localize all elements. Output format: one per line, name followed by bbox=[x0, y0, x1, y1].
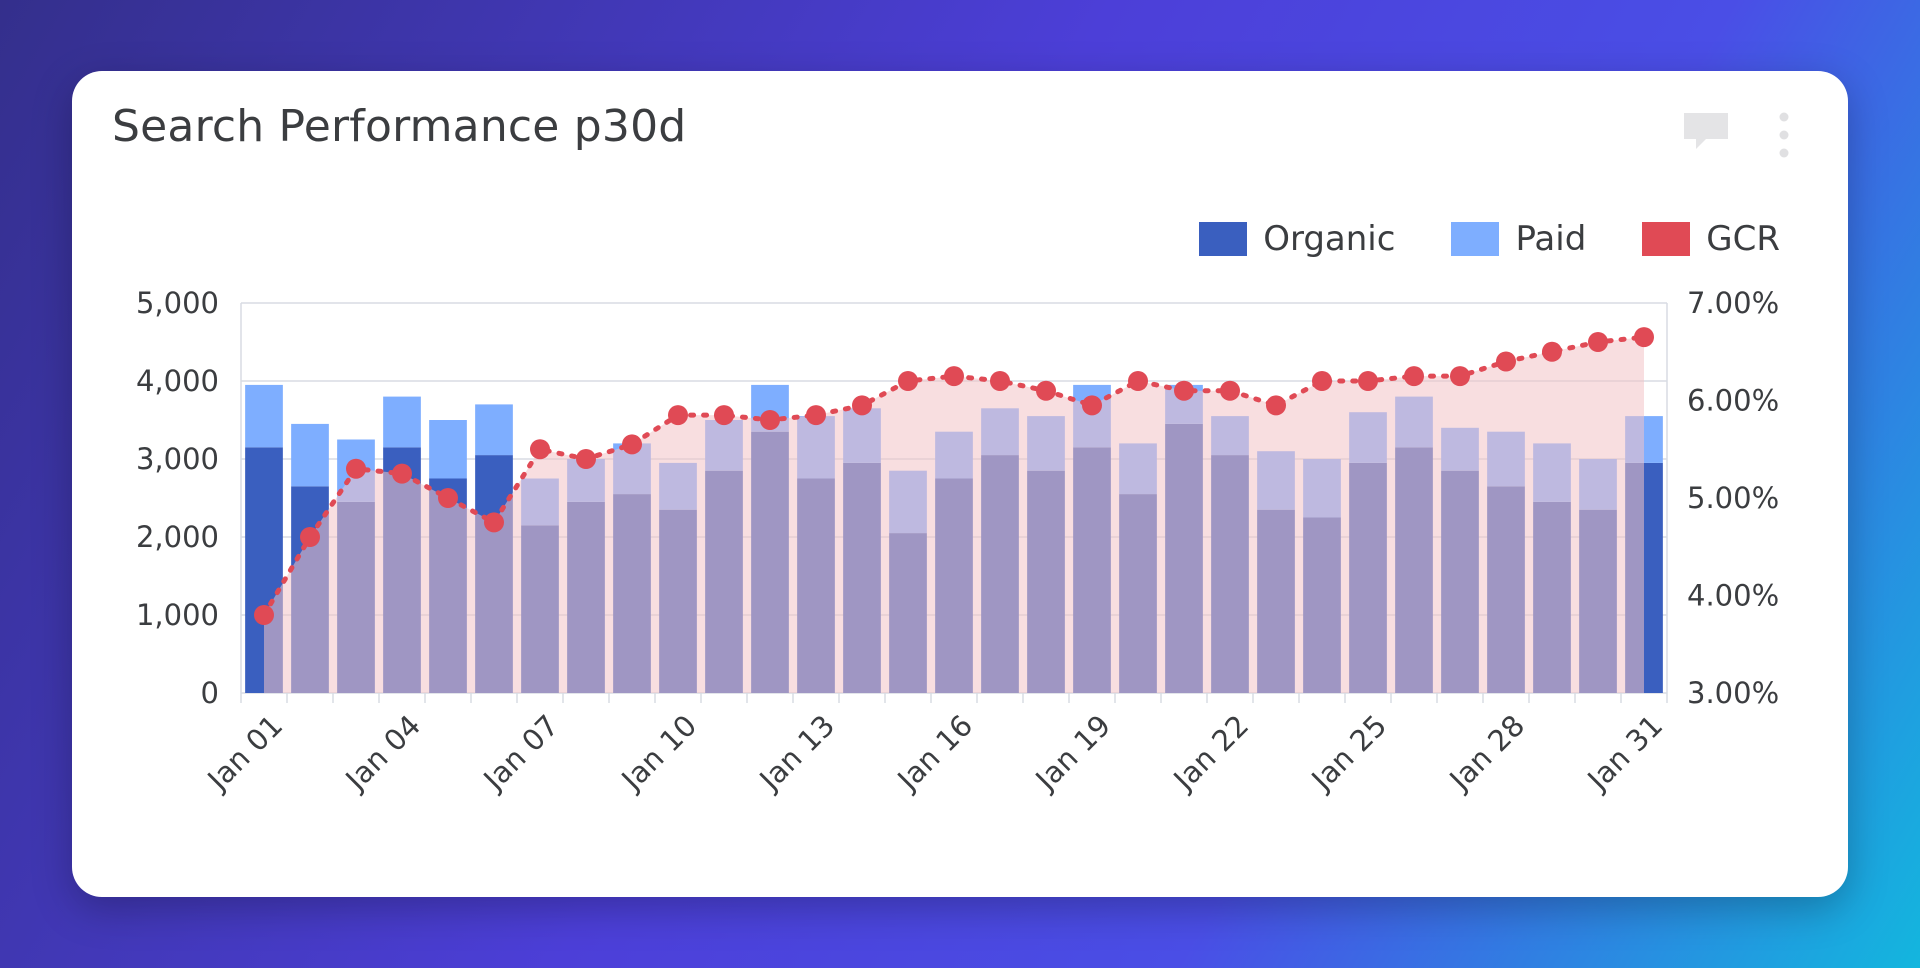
y-right-tick-label: 3.00% bbox=[1687, 676, 1779, 710]
gcr-point bbox=[1496, 351, 1516, 372]
y-left-tick-label: 5,000 bbox=[136, 286, 219, 320]
gcr-point bbox=[1450, 366, 1470, 387]
legend-item-gcr[interactable]: GCR bbox=[1642, 219, 1780, 259]
chart-plot: 0 1,000 2,000 3,000 4,000 5,000 3.00% 4.00% 5.00… bbox=[136, 286, 1779, 798]
x-tick-label: Jan 10 bbox=[614, 708, 704, 798]
gcr-area bbox=[264, 337, 1644, 693]
gcr-point bbox=[576, 449, 596, 469]
gcr-point bbox=[760, 410, 780, 430]
gcr-point bbox=[1634, 327, 1654, 348]
bar-paid bbox=[291, 423, 329, 487]
gcr-point bbox=[438, 488, 458, 508]
gcr-point bbox=[1266, 395, 1286, 416]
legend-item-paid[interactable]: Paid bbox=[1451, 219, 1586, 259]
gcr-point bbox=[1358, 371, 1378, 391]
gcr-point bbox=[1588, 332, 1608, 352]
x-tick-label: Jan 01 bbox=[200, 708, 290, 798]
gcr-point bbox=[1312, 371, 1332, 391]
legend-swatch-organic bbox=[1199, 222, 1248, 256]
legend-label-organic: Organic bbox=[1263, 219, 1396, 259]
bar-paid bbox=[383, 396, 421, 448]
gcr-point bbox=[254, 605, 274, 625]
gcr-point bbox=[1542, 341, 1562, 362]
x-tick-label: Jan 19 bbox=[1028, 708, 1118, 798]
x-tick-label: Jan 28 bbox=[1442, 708, 1532, 798]
gcr-point bbox=[300, 527, 320, 547]
gcr-point bbox=[1404, 366, 1424, 387]
gcr-point bbox=[622, 434, 642, 455]
x-tick-label: Jan 04 bbox=[338, 708, 428, 798]
bar-paid bbox=[245, 384, 283, 448]
gcr-point bbox=[714, 405, 734, 426]
x-tick-label: Jan 13 bbox=[752, 708, 842, 798]
bar-paid bbox=[475, 404, 513, 456]
gcr-point bbox=[392, 463, 412, 484]
gcr-point bbox=[668, 405, 688, 426]
y-left-tick-label: 3,000 bbox=[136, 442, 219, 476]
y-left-tick-label: 2,000 bbox=[136, 520, 219, 554]
gcr-point bbox=[990, 371, 1010, 391]
legend-swatch-gcr bbox=[1642, 222, 1691, 256]
y-right-tick-label: 6.00% bbox=[1687, 384, 1779, 418]
x-tick-label: Jan 25 bbox=[1304, 708, 1394, 798]
gcr-point bbox=[898, 371, 918, 391]
legend-label-paid: Paid bbox=[1515, 219, 1587, 259]
card-title: Search Performance p30d bbox=[112, 101, 687, 152]
y-left-tick-label: 0 bbox=[201, 676, 219, 710]
gcr-point bbox=[1036, 380, 1056, 401]
legend-swatch-paid bbox=[1451, 222, 1500, 256]
x-tick-label: Jan 22 bbox=[1166, 708, 1256, 798]
chart-legend: Organic Paid GCR bbox=[1199, 219, 1780, 259]
gcr-point bbox=[1220, 380, 1240, 401]
more-vertical-icon[interactable] bbox=[1772, 109, 1796, 161]
x-tick-label: Jan 07 bbox=[476, 708, 566, 798]
gcr-point bbox=[852, 395, 872, 416]
y-right-tick-label: 4.00% bbox=[1687, 579, 1779, 613]
chart-card: Search Performance p30d Organic Paid GCR… bbox=[72, 71, 1848, 897]
y-left-tick-label: 1,000 bbox=[136, 598, 219, 632]
gcr-point bbox=[1128, 371, 1148, 391]
gcr-point bbox=[806, 405, 826, 426]
legend-item-organic[interactable]: Organic bbox=[1199, 219, 1395, 259]
y-left-tick-label: 4,000 bbox=[136, 364, 219, 398]
bar-paid bbox=[429, 420, 467, 479]
gcr-point bbox=[484, 512, 504, 533]
comment-icon[interactable] bbox=[1682, 109, 1730, 157]
gcr-point bbox=[530, 439, 550, 460]
legend-label-gcr: GCR bbox=[1706, 219, 1780, 259]
gcr-point bbox=[346, 458, 366, 479]
gcr-point bbox=[944, 366, 964, 387]
y-right-tick-label: 7.00% bbox=[1687, 286, 1779, 320]
gcr-point bbox=[1174, 380, 1194, 401]
gcr-point bbox=[1082, 395, 1102, 416]
y-right-tick-label: 5.00% bbox=[1687, 481, 1779, 515]
x-tick-label: Jan 31 bbox=[1580, 708, 1670, 798]
x-tick-label: Jan 16 bbox=[890, 708, 980, 798]
